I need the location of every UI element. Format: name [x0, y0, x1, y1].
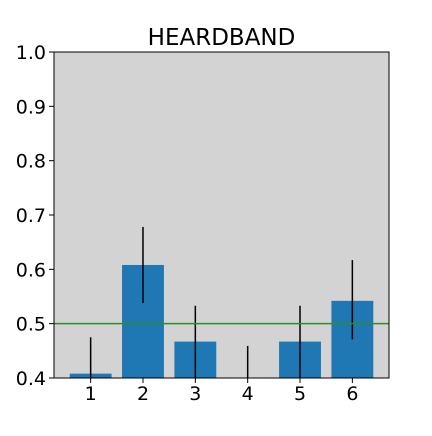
y-axis-ticks: 0.4 0.5 0.6 0.7 0.8 0.9 1.0	[16, 42, 54, 390]
x-tick-label: 1	[85, 383, 97, 405]
x-axis-ticks: 1 2 3 4 5 6	[85, 378, 358, 405]
x-tick-label: 4	[242, 383, 254, 405]
y-tick-label: 0.4	[16, 368, 46, 390]
y-tick-label: 0.7	[16, 205, 46, 227]
y-tick-label: 0.6	[16, 259, 46, 281]
x-tick-label: 3	[189, 383, 201, 405]
chart-title: HEARDBAND	[148, 25, 296, 51]
error-bars-layer	[89, 226, 354, 378]
y-tick-label: 0.8	[16, 151, 46, 173]
x-tick-label: 6	[346, 383, 358, 405]
x-tick-label: 2	[137, 383, 149, 405]
y-tick-label: 0.5	[16, 314, 46, 336]
y-tick-label: 0.9	[16, 96, 46, 118]
y-tick-label: 1.0	[16, 42, 46, 64]
x-tick-label: 5	[294, 383, 306, 405]
